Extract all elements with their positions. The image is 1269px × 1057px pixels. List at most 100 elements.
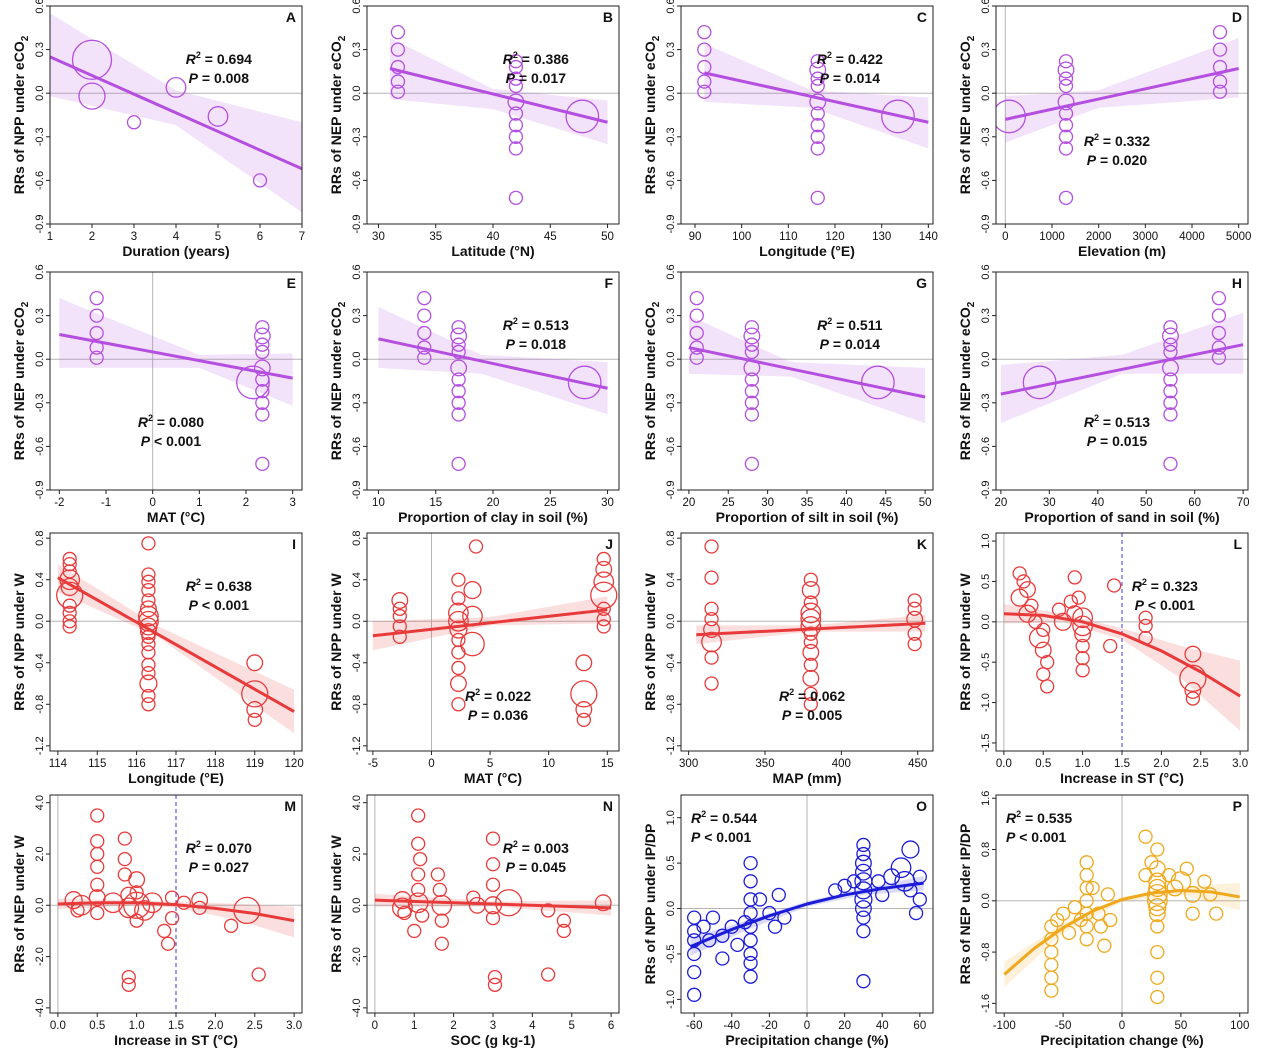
- y-tick-label: -0.6: [34, 171, 46, 190]
- confidence-band: [378, 306, 608, 415]
- data-point: [1057, 61, 1075, 79]
- plot-area-a: [50, 13, 302, 213]
- x-tick-label: -2: [54, 497, 64, 509]
- data-point: [1058, 141, 1074, 156]
- r-squared-text: R2 = 0.544: [691, 809, 757, 826]
- data-point: [810, 54, 825, 69]
- data-point: [241, 680, 269, 708]
- data-point: [71, 39, 113, 80]
- data-point: [1184, 645, 1202, 663]
- data-point: [1161, 867, 1177, 883]
- data-point: [407, 923, 422, 939]
- y-axis-label: RRs of NEP under eCO2: [642, 301, 662, 460]
- data-point: [1093, 919, 1108, 934]
- y-tick-label: 0.0: [980, 86, 992, 101]
- y-tick-label: 0.6: [34, 0, 46, 14]
- data-point: [1012, 566, 1027, 581]
- data-point: [593, 571, 615, 593]
- panel-a: 1 2 3 4 5 6 7 -0.9 -0.6 -0.3 0.0 0.3 0.6 Duration (ye…: [11, 0, 305, 259]
- y-tick-label: -1.2: [665, 736, 677, 755]
- data-point: [837, 878, 852, 893]
- p-value-text: P < 0.001: [189, 597, 250, 613]
- data-point: [117, 851, 132, 867]
- data-point: [1044, 970, 1059, 985]
- x-tick-label: 60: [1188, 497, 1201, 509]
- data-point: [1079, 867, 1094, 883]
- y-tick-label: -0.3: [665, 127, 677, 146]
- data-point: [705, 910, 721, 925]
- x-tick-label: 40: [840, 497, 853, 509]
- data-point: [90, 834, 105, 849]
- data-point: [255, 407, 270, 422]
- data-point: [451, 337, 466, 352]
- x-tick-label: 117: [167, 758, 185, 770]
- panel-l: 0.0 0.5 1.0 1.5 2.0 2.5 3.0 -1.5 -1.0 -0.5 0.0 0.5 1…: [957, 532, 1249, 786]
- data-point: [451, 660, 466, 676]
- fit-line: [389, 67, 608, 124]
- y-tick-label: -0.3: [351, 393, 363, 412]
- data-point: [576, 712, 591, 728]
- data-point: [451, 320, 466, 335]
- data-point: [141, 567, 156, 582]
- data-point: [575, 701, 593, 718]
- y-tick-label: -0.8: [980, 943, 992, 962]
- data-point: [138, 610, 159, 632]
- data-point: [743, 955, 758, 971]
- data-point: [1058, 190, 1074, 205]
- x-tick-label: 3: [490, 1020, 496, 1032]
- data-point: [540, 903, 556, 918]
- x-tick-label: 100: [732, 231, 751, 243]
- x-tick-label: 10: [542, 758, 555, 770]
- data-point: [704, 612, 719, 627]
- x-tick-label: 0: [428, 758, 434, 770]
- data-point: [565, 99, 600, 134]
- data-point: [907, 626, 922, 641]
- data-point: [253, 327, 271, 345]
- x-tick-label: 45: [879, 497, 892, 509]
- x-tick-label: 2.0: [1153, 758, 1169, 770]
- data-point: [1162, 327, 1179, 345]
- data-point: [60, 577, 79, 597]
- y-tick-label: -0.9: [665, 215, 677, 234]
- data-point: [463, 580, 482, 600]
- data-point: [468, 539, 484, 554]
- data-point: [590, 581, 618, 609]
- y-tick-label: 0.3: [34, 308, 46, 323]
- data-point: [417, 291, 432, 306]
- y-tick-label: -0.8: [351, 695, 363, 714]
- data-point: [1058, 78, 1074, 94]
- data-point: [743, 969, 758, 984]
- x-axis-label: Precipitation change (%): [1040, 1032, 1203, 1048]
- panel-letter: C: [917, 9, 927, 25]
- x-tick-label: 3: [289, 497, 295, 509]
- data-point: [689, 325, 704, 341]
- x-tick-label: 2.0: [207, 1020, 223, 1032]
- confidence-band: [690, 875, 924, 956]
- y-tick-label: 0.3: [351, 42, 363, 57]
- data-point: [138, 605, 159, 627]
- y-tick-label: -0.3: [351, 127, 363, 146]
- data-point: [121, 977, 136, 992]
- data-point: [687, 946, 702, 962]
- data-point: [141, 582, 156, 598]
- y-tick-label: 4.0: [351, 795, 363, 810]
- y-tick-label: 0.8: [980, 842, 992, 857]
- x-axis-label: MAT (°C): [147, 509, 205, 525]
- plot-frame: [680, 532, 934, 752]
- fit-line: [1003, 889, 1241, 976]
- y-axis-label: RRs of NPP under W: [957, 573, 973, 711]
- y-tick-label: 0.6: [351, 0, 363, 14]
- data-point: [164, 910, 180, 926]
- data-point: [802, 669, 820, 687]
- x-tick-label: 50: [919, 497, 932, 509]
- y-tick-label: 0.6: [980, 0, 992, 14]
- data-point: [392, 629, 407, 644]
- x-axis-label: Longitude (°E): [759, 243, 855, 259]
- panel-letter: E: [287, 275, 296, 291]
- data-point: [391, 592, 409, 609]
- y-tick-label: -1.2: [351, 736, 363, 755]
- y-tick-label: 0.5: [665, 855, 677, 870]
- data-point: [1179, 664, 1207, 692]
- fit-line: [696, 621, 926, 637]
- y-tick-label: 0.0: [351, 86, 363, 101]
